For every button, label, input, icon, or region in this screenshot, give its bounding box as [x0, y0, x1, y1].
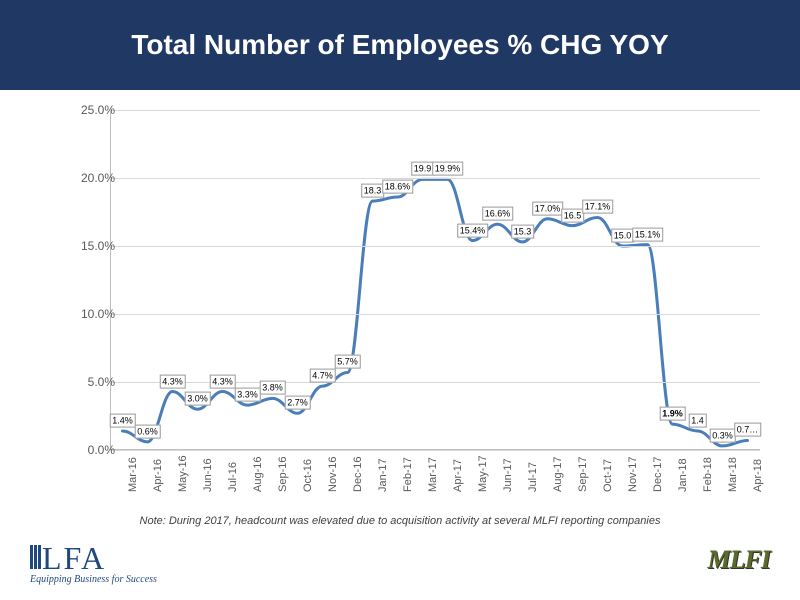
- x-tick-label: Jul-16: [227, 462, 239, 492]
- data-label: 1.4%: [109, 414, 136, 428]
- x-tick-label: Mar-17: [427, 457, 439, 492]
- grid-line: [110, 178, 760, 179]
- data-label: 17.0%: [532, 201, 564, 215]
- data-label: 15.1%: [632, 227, 664, 241]
- data-label: 4.3%: [159, 374, 186, 388]
- header-bar: Total Number of Employees % CHG YOY: [0, 0, 800, 90]
- x-tick-label: Aug-16: [252, 457, 264, 492]
- x-tick-label: May-16: [177, 455, 189, 492]
- x-tick-label: Mar-16: [127, 457, 139, 492]
- x-tick-label: Jul-17: [527, 462, 539, 492]
- data-label: 18.6%: [382, 180, 414, 194]
- data-label: 1.4: [688, 414, 707, 428]
- x-tick-label: May-17: [477, 455, 489, 492]
- x-tick-label: Apr-17: [452, 459, 464, 492]
- x-tick-label: Oct-17: [602, 459, 614, 492]
- data-label: 5.7%: [334, 355, 361, 369]
- grid-line: [110, 110, 760, 111]
- x-tick-label: Jan-17: [377, 458, 389, 492]
- y-tick-label: 5.0%: [88, 375, 115, 389]
- x-tick-label: Feb-17: [402, 457, 414, 492]
- elfa-logo-text: LFA: [30, 542, 157, 574]
- x-tick-label: Sep-17: [577, 457, 589, 492]
- data-label: 0.3%: [709, 429, 736, 443]
- x-tick-label: Jan-18: [677, 458, 689, 492]
- x-tick-label: Jun-16: [202, 458, 214, 492]
- x-tick-label: Sep-16: [277, 457, 289, 492]
- data-label: 18.3: [361, 184, 385, 198]
- x-tick-label: Aug-17: [552, 457, 564, 492]
- grid-line: [110, 382, 760, 383]
- data-label: 3.8%: [259, 381, 286, 395]
- x-tick-label: Jun-17: [502, 458, 514, 492]
- data-label: 19.9: [411, 162, 435, 176]
- x-tick-label: Dec-16: [352, 457, 364, 492]
- data-label: 16.5: [561, 208, 585, 222]
- x-tick-label: Feb-18: [702, 457, 714, 492]
- data-label: 4.3%: [209, 374, 236, 388]
- y-tick-label: 15.0%: [81, 239, 115, 253]
- elfa-logo-sub: Equipping Business for Success: [30, 574, 157, 585]
- data-label: 15.3: [511, 225, 535, 239]
- grid-line: [110, 314, 760, 315]
- x-tick-label: Mar-18: [727, 457, 739, 492]
- data-label: 0.6%: [134, 424, 161, 438]
- data-label: 17.1%: [582, 200, 614, 214]
- chart-area: 0.0% 5.0% 10.0% 15.0% 20.0% 25.0% Mar-16 1.4% Ap…: [55, 100, 775, 500]
- x-tick-label: Nov-16: [327, 457, 339, 492]
- data-label: 0.7…: [734, 423, 762, 437]
- y-tick-label: 25.0%: [81, 103, 115, 117]
- data-label: 19.9%: [432, 162, 464, 176]
- data-label: 1.9%: [659, 407, 686, 421]
- grid-line: [110, 450, 760, 451]
- chart-title: Total Number of Employees % CHG YOY: [131, 29, 668, 61]
- data-label: 2.7%: [284, 396, 311, 410]
- data-label: 4.7%: [309, 369, 336, 383]
- data-label: 15.4%: [457, 223, 489, 237]
- footnote: Note: During 2017, headcount was elevate…: [0, 515, 800, 527]
- data-label: 15.0: [611, 229, 635, 243]
- grid-line: [110, 246, 760, 247]
- x-tick-label: Nov-17: [627, 457, 639, 492]
- x-tick-label: Apr-16: [152, 459, 164, 492]
- mlfi-logo: MLFI: [708, 545, 770, 575]
- data-label: 3.0%: [184, 392, 211, 406]
- y-tick-label: 10.0%: [81, 307, 115, 321]
- elfa-logo: LFA Equipping Business for Success: [30, 542, 157, 585]
- y-tick-label: 20.0%: [81, 171, 115, 185]
- x-tick-label: Dec-17: [652, 457, 664, 492]
- data-label: 3.3%: [234, 388, 261, 402]
- x-tick-label: Apr-18: [752, 459, 764, 492]
- y-tick-label: 0.0%: [88, 443, 115, 457]
- x-tick-label: Oct-16: [302, 459, 314, 492]
- data-label: 16.6%: [482, 207, 514, 221]
